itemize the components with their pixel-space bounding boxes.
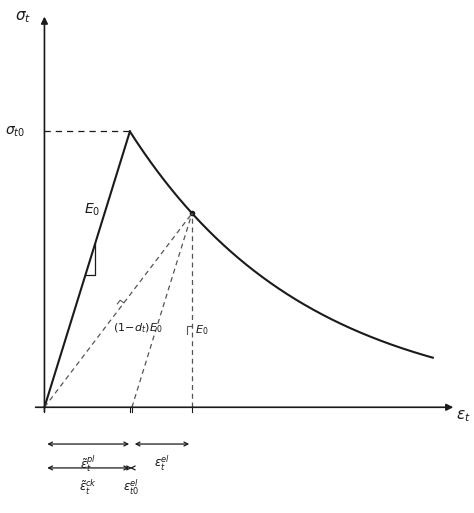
Text: $E_0$: $E_0$ [195,323,209,337]
Text: $\varepsilon_{t0}^{el}$: $\varepsilon_{t0}^{el}$ [123,477,139,497]
Text: $\sigma_{t0}$: $\sigma_{t0}$ [5,124,25,139]
Text: $\varepsilon_t^{el}$: $\varepsilon_t^{el}$ [154,453,170,472]
Text: $(1\!-\!d_t)E_0$: $(1\!-\!d_t)E_0$ [113,321,163,334]
Text: $\tilde{\varepsilon}_t^{pl}$: $\tilde{\varepsilon}_t^{pl}$ [80,453,96,474]
Text: $\varepsilon_t$: $\varepsilon_t$ [456,409,471,424]
Text: $E_0$: $E_0$ [83,202,100,219]
Text: $\sigma_t$: $\sigma_t$ [15,10,31,25]
Text: $\tilde{\varepsilon}_t^{ck}$: $\tilde{\varepsilon}_t^{ck}$ [79,477,97,497]
